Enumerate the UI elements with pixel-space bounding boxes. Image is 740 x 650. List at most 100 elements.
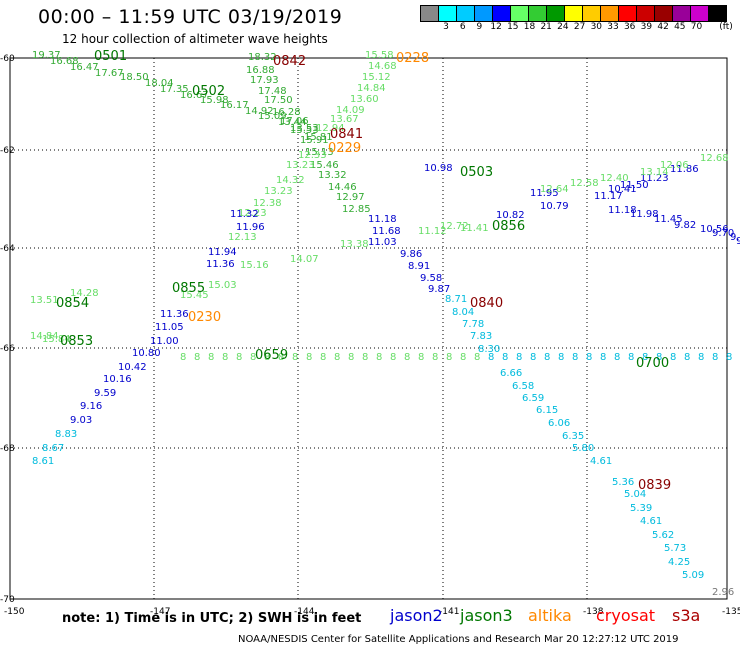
scale-swatch xyxy=(420,5,439,22)
time-label: 0229 xyxy=(328,141,361,156)
wave-height-value: 13.23 xyxy=(286,160,315,171)
wave-height-value: 8 xyxy=(474,352,480,363)
wave-height-value: 8.71 xyxy=(445,294,467,305)
scale-swatch xyxy=(528,5,547,22)
wave-height-value: 17.35 xyxy=(160,84,189,95)
wave-height-value: 11.17 xyxy=(594,191,623,202)
legend-cryosat: cryosat xyxy=(596,606,656,625)
wave-height-value: 10.16 xyxy=(103,374,132,385)
wave-height-value: 12.06 xyxy=(660,160,689,171)
wave-height-value: 8 xyxy=(348,352,354,363)
scale-swatch xyxy=(492,5,511,22)
scale-swatch xyxy=(564,5,583,22)
wave-height-value: 12.13 xyxy=(228,232,257,243)
wave-height-value: 9.16 xyxy=(80,401,102,412)
legend-jason2: jason2 xyxy=(390,606,443,625)
wave-height-value: 15.16 xyxy=(240,260,269,271)
scale-swatch xyxy=(582,5,601,22)
wave-height-value: 14.07 xyxy=(290,254,319,265)
wave-height-value: 8.83 xyxy=(55,429,77,440)
x-tick-label: -138 xyxy=(583,607,604,617)
y-tick-label: -70 xyxy=(0,595,15,605)
wave-height-value: 12.94 xyxy=(316,123,345,134)
wave-height-value: 16.28 xyxy=(272,107,301,118)
scale-label: 15 xyxy=(507,22,519,32)
wave-height-value: 8 xyxy=(558,352,564,363)
wave-height-value: 9.58 xyxy=(420,273,442,284)
wave-height-value: 12.23 xyxy=(238,208,267,219)
scale-label: 24 xyxy=(557,22,569,32)
wave-height-value: 8 xyxy=(656,352,662,363)
wave-height-value: 15.91 xyxy=(300,135,329,146)
wave-height-value: 10.41 xyxy=(608,184,637,195)
wave-height-value: 11.96 xyxy=(236,222,265,233)
map-frame xyxy=(9,57,728,600)
wave-height-value: 14.09 xyxy=(336,105,365,116)
wave-height-value: 13.44 xyxy=(278,117,307,128)
wave-height-value: 6.15 xyxy=(536,405,558,416)
scale-label: 21 xyxy=(540,22,552,32)
wave-height-value: 7.78 xyxy=(462,319,484,330)
wave-height-value: 8 xyxy=(446,352,452,363)
credit-line: NOAA/NESDIS Center for Satellite Applica… xyxy=(238,634,679,645)
wave-height-value: 5.36 xyxy=(612,477,634,488)
wave-height-value: 8 xyxy=(194,352,200,363)
wave-height-value: 10.98 xyxy=(424,163,453,174)
scale-swatch xyxy=(546,5,565,22)
time-label: 0839 xyxy=(638,478,671,493)
wave-height-value: 15.81 xyxy=(304,132,333,143)
time-label: 0501 xyxy=(94,49,127,64)
wave-height-value: 8 xyxy=(320,352,326,363)
time-label: 0659 xyxy=(255,348,288,363)
scale-label: 42 xyxy=(657,22,669,32)
time-label: 0856 xyxy=(492,219,525,234)
wave-height-value: 8 xyxy=(460,352,466,363)
wave-height-value: 4.61 xyxy=(590,456,612,467)
scale-swatch xyxy=(456,5,475,22)
wave-height-value: 10.56 xyxy=(700,224,729,235)
wave-height-value: 15.12 xyxy=(362,72,391,83)
wave-height-value: 13.51 xyxy=(30,295,59,306)
wave-height-value: 16.47 xyxy=(70,62,99,73)
wave-height-value: 12.72 xyxy=(440,221,469,232)
wave-height-value: 11.12 xyxy=(418,226,447,237)
wave-height-value: 8 xyxy=(586,352,592,363)
scale-swatch xyxy=(474,5,493,22)
wave-height-value: 13.14 xyxy=(640,167,669,178)
wave-height-value: 8 xyxy=(334,352,340,363)
scale-label: 18 xyxy=(523,22,536,32)
wave-height-value: 13.23 xyxy=(264,186,293,197)
wave-height-value: 11.36 xyxy=(206,259,235,270)
wave-height-value: 8 xyxy=(530,352,536,363)
scale-label: 27 xyxy=(573,22,586,32)
wave-height-value: 8 xyxy=(614,352,620,363)
wave-height-value: 8 xyxy=(642,352,648,363)
wave-height-value: 8 xyxy=(278,352,284,363)
wave-height-value: 12.58 xyxy=(570,178,599,189)
wave-height-value: 16.17 xyxy=(220,100,249,111)
wave-height-value: 8 xyxy=(488,352,494,363)
wave-height-value: 2.96 xyxy=(712,587,734,598)
wave-height-value: 10.42 xyxy=(118,362,147,373)
wave-height-value: 4.25 xyxy=(668,557,690,568)
wave-height-value: 8 xyxy=(670,352,676,363)
wave-height-value: 8 xyxy=(250,352,256,363)
time-label: 0228 xyxy=(396,51,429,66)
wave-height-value: 8 xyxy=(404,352,410,363)
time-label: 0502 xyxy=(192,84,225,99)
wave-height-value: 18.32 xyxy=(248,52,277,63)
x-tick-label: -135 xyxy=(722,607,740,617)
x-tick-label: -144 xyxy=(294,607,315,617)
scale-swatch xyxy=(600,5,619,22)
wave-height-value: 11.18 xyxy=(608,205,637,216)
scale-label: 12 xyxy=(490,22,502,32)
wave-height-value: 8 xyxy=(502,352,508,363)
legend-jason3: jason3 xyxy=(460,606,513,625)
wave-height-value: 11.36 xyxy=(160,309,189,320)
wave-height-value: 13.53 xyxy=(290,123,319,134)
wave-height-value: 8 xyxy=(572,352,578,363)
wave-height-value: 12.68 xyxy=(700,153,729,164)
scale-swatch xyxy=(510,5,529,22)
